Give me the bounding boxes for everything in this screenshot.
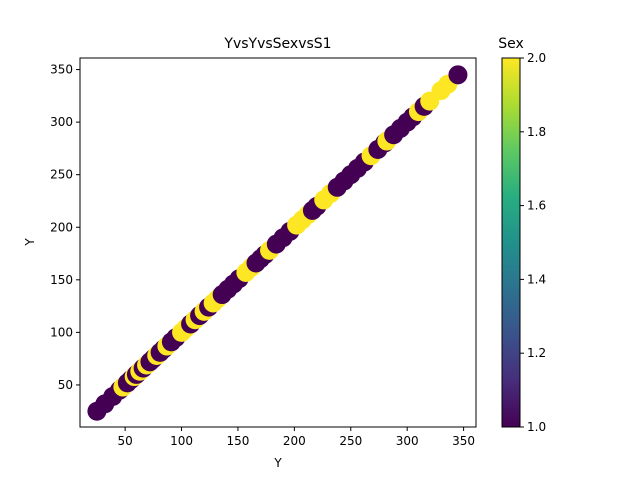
y-tick-label-0: 50 [58,378,73,392]
data-point-67 [448,65,468,85]
plot-frame [79,57,477,428]
x-tick-label-4: 250 [339,434,362,448]
x-axis-ticks: 50 100 150 200 250 300 350 [117,427,475,448]
chart-title: YvsYvsSexvsS1 [223,36,331,52]
colorbar-tick-label-2: 1.4 [527,272,546,286]
plot-points [87,65,468,421]
y-tick-label-1: 100 [50,325,73,339]
x-tick-label-3: 200 [283,434,306,448]
x-tick-label-6: 350 [452,434,475,448]
y-tick-label-5: 300 [50,115,73,129]
y-tick-label-6: 350 [50,63,73,77]
x-tick-label-0: 50 [117,434,132,448]
colorbar-label: Sex [498,36,524,52]
colorbar-tick-label-3: 1.6 [527,199,546,213]
x-tick-label-5: 300 [396,434,419,448]
y-axis-ticks: 50 100 150 200 250 300 350 [50,63,80,392]
colorbar-tick-label-5: 2.0 [527,51,546,65]
y-tick-label-4: 250 [50,168,73,182]
x-tick-label-1: 100 [170,434,193,448]
colorbar-ticks: 1.0 1.2 1.4 1.6 1.8 2.0 [520,51,546,434]
colorbar [501,57,521,428]
colorbar-tick-label-4: 1.8 [527,125,546,139]
y-axis-label: Y [23,238,37,247]
colorbar-tick-label-1: 1.2 [527,346,546,360]
x-tick-label-2: 150 [226,434,249,448]
y-tick-label-3: 200 [50,220,73,234]
colorbar-tick-label-0: 1.0 [527,420,546,434]
x-axis-label: Y [273,456,282,470]
y-tick-label-2: 150 [50,273,73,287]
